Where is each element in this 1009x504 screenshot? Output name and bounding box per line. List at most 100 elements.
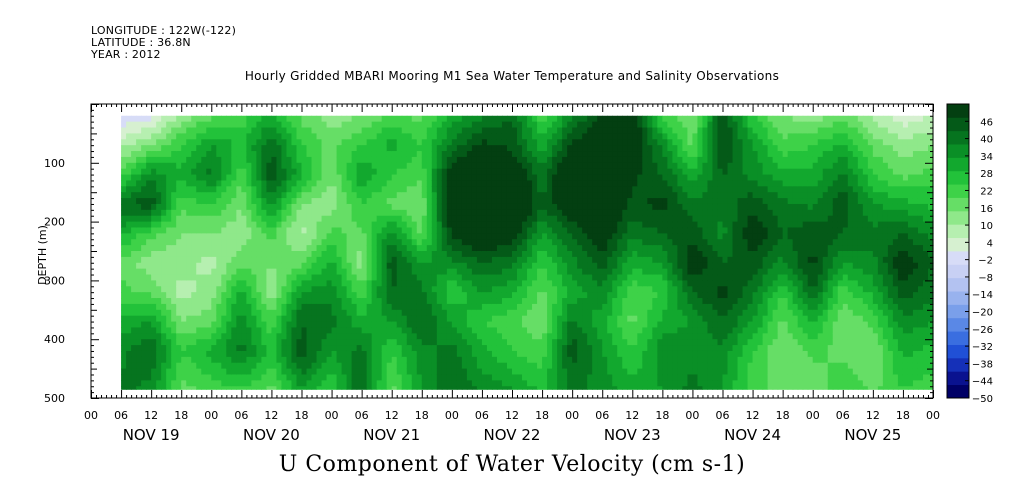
heatmap-cell <box>156 203 162 211</box>
heatmap-cell <box>522 356 528 364</box>
heatmap-cell <box>436 145 443 152</box>
heatmap-cell <box>386 345 393 352</box>
heatmap-cell <box>366 327 373 334</box>
heatmap-cell <box>496 239 503 246</box>
heatmap-cell <box>376 362 383 370</box>
heatmap-cell <box>617 192 623 199</box>
heatmap-cell <box>321 368 328 376</box>
heatmap-cell <box>361 386 368 390</box>
heatmap-cell <box>176 156 182 164</box>
heatmap-cell <box>386 186 393 193</box>
heatmap-cell <box>366 268 373 276</box>
heatmap-cell <box>386 356 393 364</box>
heatmap-cell <box>557 339 563 346</box>
heatmap-cell <box>261 268 268 276</box>
heatmap-cell <box>266 298 273 305</box>
heatmap-cell <box>537 209 543 217</box>
heatmap-cell <box>426 368 433 376</box>
heatmap-cell <box>592 133 598 140</box>
heatmap-cell <box>637 350 643 358</box>
heatmap-cell <box>421 239 428 246</box>
heatmap-cell <box>121 374 127 381</box>
heatmap-cell <box>476 251 483 258</box>
heatmap-cell <box>271 268 278 276</box>
heatmap-cell <box>637 256 643 264</box>
heatmap-cell <box>617 203 623 211</box>
heatmap-cell <box>221 356 227 364</box>
heatmap-cell <box>627 121 633 129</box>
heatmap-cell <box>527 239 533 246</box>
heatmap-cell <box>381 156 388 164</box>
heatmap-cell <box>637 368 643 376</box>
heatmap-cell <box>537 362 543 370</box>
heatmap-cell <box>361 292 368 299</box>
heatmap-cell <box>226 233 232 240</box>
heatmap-cell <box>346 245 353 252</box>
heatmap-cell <box>201 350 207 358</box>
heatmap-cell <box>476 180 483 187</box>
heatmap-cell <box>251 162 257 170</box>
heatmap-cell <box>512 156 518 164</box>
heatmap-cell <box>471 180 478 187</box>
heatmap-cell <box>647 274 653 281</box>
heatmap-cell <box>562 209 568 217</box>
heatmap-cell <box>321 309 328 317</box>
heatmap-cell <box>366 368 373 376</box>
heatmap-cell <box>306 139 313 146</box>
heatmap-cell <box>211 268 217 276</box>
heatmap-cell <box>612 386 618 390</box>
heatmap-cell <box>266 368 273 376</box>
heatmap-cell <box>637 121 643 129</box>
heatmap-cell <box>396 245 403 252</box>
heatmap-cell <box>356 339 363 346</box>
heatmap-cell <box>522 362 528 370</box>
heatmap-cell <box>321 162 328 170</box>
heatmap-cell <box>331 168 338 176</box>
heatmap-cell <box>441 162 448 170</box>
heatmap-cell <box>622 233 628 240</box>
heatmap-cell <box>266 268 273 276</box>
heatmap-cell <box>156 339 162 346</box>
heatmap-cell <box>557 209 563 217</box>
heatmap-cell <box>426 309 433 317</box>
heatmap-cell <box>632 286 638 293</box>
heatmap-cell <box>602 386 608 390</box>
heatmap-cell <box>577 315 583 323</box>
heatmap-cell <box>361 145 368 152</box>
heatmap-cell <box>647 303 653 311</box>
heatmap-cell <box>256 251 262 258</box>
heatmap-cell <box>236 168 242 176</box>
heatmap-cell <box>572 350 578 358</box>
heatmap-cell <box>301 303 308 311</box>
heatmap-cell <box>351 203 358 211</box>
heatmap-cell <box>121 162 127 170</box>
heatmap-cell <box>647 233 653 240</box>
heatmap-cell <box>602 380 608 387</box>
heatmap-cell <box>612 380 618 387</box>
heatmap-cell <box>617 227 623 234</box>
heatmap-cell <box>632 145 638 152</box>
heatmap-cell <box>637 339 643 346</box>
heatmap-cell <box>296 345 303 352</box>
heatmap-cell <box>627 203 633 211</box>
heatmap-cell <box>527 233 533 240</box>
heatmap-cell <box>271 333 278 340</box>
heatmap-cell <box>161 203 167 211</box>
heatmap-cell <box>446 198 453 205</box>
heatmap-cell <box>527 386 533 390</box>
heatmap-cell <box>131 186 137 193</box>
heatmap-cell <box>542 215 548 223</box>
heatmap-cell <box>346 121 353 129</box>
heatmap-cell <box>416 268 423 276</box>
heatmap-cell <box>617 327 623 334</box>
heatmap-cell <box>512 145 518 152</box>
heatmap-cell <box>386 286 393 293</box>
heatmap-cell <box>642 168 648 176</box>
heatmap-cell <box>582 339 588 346</box>
heatmap-cell <box>311 168 318 176</box>
heatmap-cell <box>161 292 167 299</box>
heatmap-cell <box>181 298 187 305</box>
heatmap-cell <box>552 386 558 390</box>
heatmap-cell <box>622 380 628 387</box>
heatmap-cell <box>451 262 458 270</box>
